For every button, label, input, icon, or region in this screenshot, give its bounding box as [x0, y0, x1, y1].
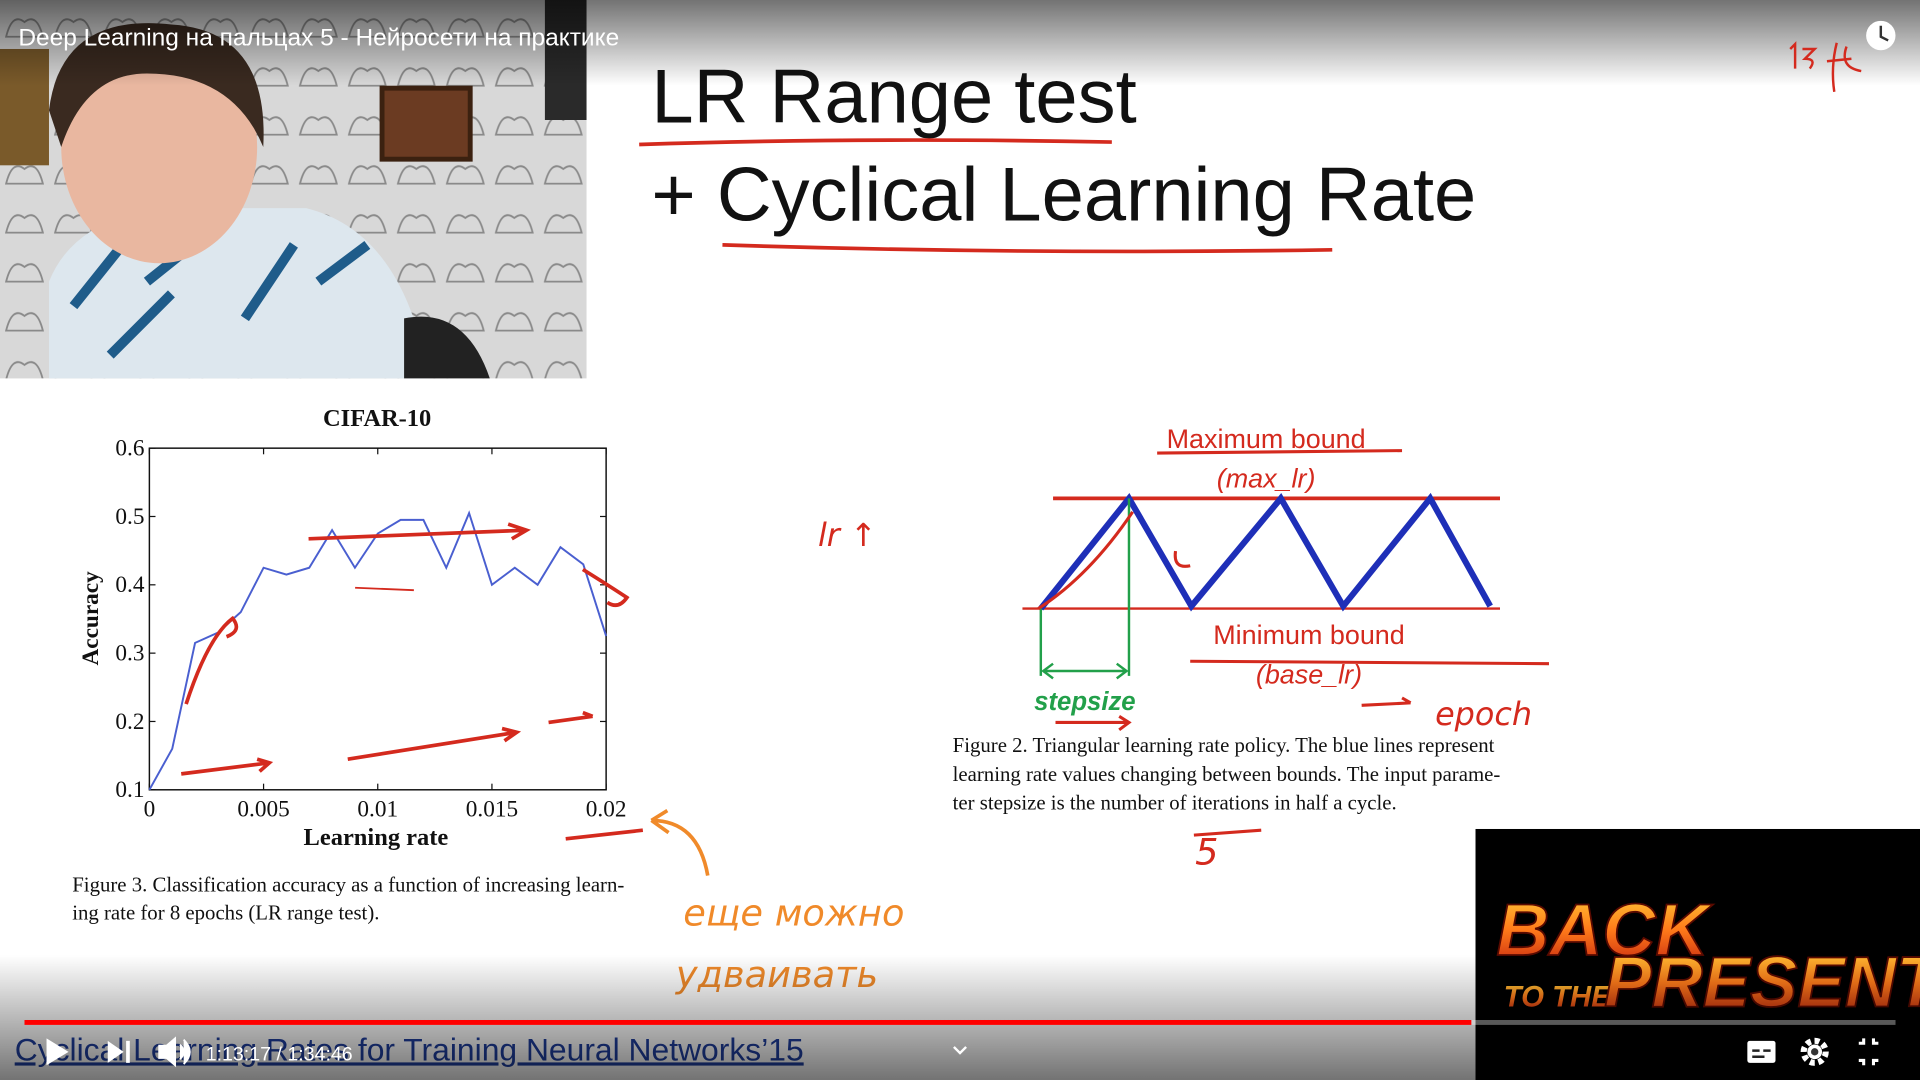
exit-fullscreen-button[interactable] [1858, 1038, 1879, 1066]
y-tick-label: 0.6 [115, 436, 144, 462]
volume-button[interactable] [158, 1036, 191, 1068]
caption-line: learning rate values changing between bo… [953, 762, 1501, 786]
chart-title: CIFAR-10 [323, 405, 431, 432]
caption-line: Figure 3. Classification accuracy as a f… [72, 872, 624, 896]
play-button[interactable] [46, 1038, 69, 1066]
bottom-gradient [0, 955, 1920, 1080]
x-tick-label: 0.01 [357, 797, 398, 823]
x-tick-label: 0.02 [586, 797, 627, 823]
caption-line: ter stepsize is the number of iterations… [953, 790, 1397, 814]
chair [404, 316, 490, 379]
slide-title: + Cyclical Learning Rate [651, 152, 1476, 237]
video-title[interactable]: Deep Learning на пальцах 5 - Нейросети н… [18, 24, 619, 51]
y-tick-label: 0.5 [115, 504, 144, 530]
caption-line: ing rate for 8 epochs (LR range test). [72, 901, 379, 925]
underline-stroke [639, 138, 1112, 147]
progress-played [24, 1020, 1472, 1025]
min-bound-label: Minimum bound [1213, 620, 1405, 650]
figure-3: CIFAR-10 Learning rate Accuracy Figure 3… [72, 405, 626, 924]
subtitles-button[interactable] [1747, 1040, 1776, 1063]
settings-button[interactable] [1800, 1037, 1829, 1066]
caption-line: Figure 2. Triangular learning rate polic… [953, 733, 1495, 757]
max-param-label: (max_lr) [1217, 463, 1316, 493]
chapter-expand[interactable] [953, 1046, 967, 1055]
x-axis-label: Learning rate [304, 824, 449, 851]
x-tick-label: 0.015 [466, 797, 518, 823]
time-display: 1:13:17 / 1:34:46 [206, 1043, 353, 1065]
stepsize-bracket [1039, 498, 1131, 680]
y-tick-label: 0.1 [115, 777, 144, 803]
annotation-strokes [180, 522, 710, 876]
y-axis-label: Accuracy [78, 571, 104, 666]
min-param-label: (base_lr) [1256, 659, 1362, 689]
y-tick-label: 0.2 [115, 709, 144, 735]
face [61, 30, 258, 264]
handwritten-note: lr ↑ [818, 516, 877, 554]
handwritten-note: epoch [1435, 695, 1532, 733]
stepsize-label: stepsize [1034, 688, 1135, 716]
underline-stroke [722, 243, 1333, 254]
handwritten-note: 5 [1195, 830, 1218, 873]
y-tick-label: 0.4 [115, 572, 144, 598]
watch-later-button[interactable] [1866, 20, 1896, 51]
picture-frame [379, 85, 473, 162]
annotation-strokes [1037, 449, 1549, 837]
max-bound-label: Maximum bound [1167, 424, 1366, 454]
figure-2: Maximum bound (max_lr) Minimum bound (ba… [953, 424, 1549, 837]
y-tick-label: 0.3 [115, 640, 144, 666]
handwritten-note: еще можно [683, 892, 904, 935]
x-tick-label: 0 [144, 797, 156, 823]
corner-scribble [1789, 41, 1862, 93]
top-gradient [0, 0, 1920, 86]
next-button[interactable] [107, 1040, 130, 1063]
x-tick-label: 0.005 [237, 797, 289, 823]
